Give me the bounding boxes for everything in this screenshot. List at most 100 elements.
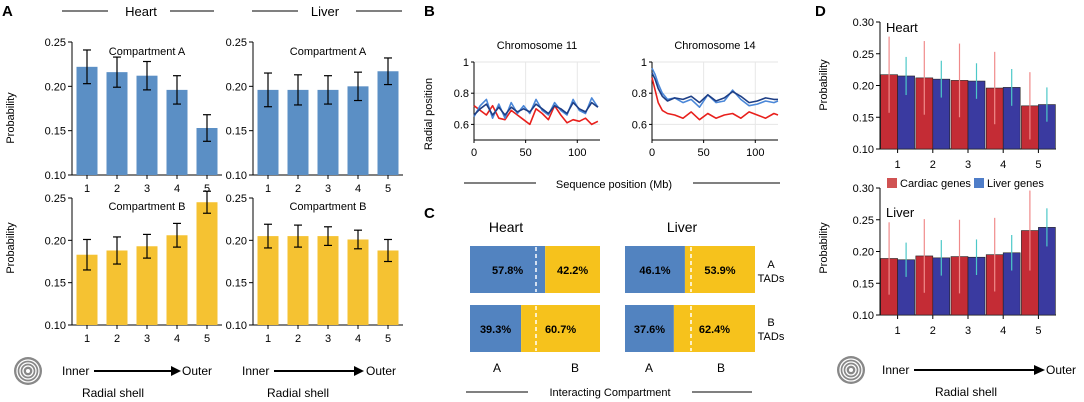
x-tick-label: 1 bbox=[265, 183, 271, 195]
heart-header: Heart bbox=[125, 4, 157, 19]
y-tick-label: 0.15 bbox=[226, 278, 247, 290]
d-xlabel: Radial shell bbox=[935, 385, 997, 399]
stack-segment-a bbox=[625, 305, 674, 352]
bar bbox=[377, 71, 399, 175]
bar bbox=[377, 250, 399, 325]
y-tick-label: 0.15 bbox=[226, 126, 247, 138]
x-tick-label: 2 bbox=[114, 333, 120, 345]
y-tick-label: 0.10 bbox=[45, 170, 66, 182]
y-tick-label: 0.25 bbox=[45, 37, 66, 49]
y-tick-label: 0.8 bbox=[632, 88, 647, 100]
c-row-label-b: B bbox=[767, 317, 774, 329]
bar bbox=[257, 236, 279, 325]
legend-liver-label: Liver genes bbox=[987, 178, 1044, 190]
c-col-label: B bbox=[571, 361, 579, 375]
x-tick-label: 5 bbox=[1035, 325, 1041, 337]
y-tick-label: 1 bbox=[463, 57, 469, 69]
x-tick-label: 5 bbox=[385, 333, 391, 345]
percent-label: 37.6% bbox=[634, 324, 665, 336]
percent-label: 46.1% bbox=[639, 265, 670, 277]
b-xlabel: Sequence position (Mb) bbox=[556, 179, 672, 191]
y-tick-label: 0.20 bbox=[45, 81, 66, 93]
chart-title: Chromosome 14 bbox=[674, 40, 755, 52]
x-tick-label: 3 bbox=[144, 183, 150, 195]
panel-label-b: B bbox=[424, 3, 435, 20]
chart-title: Chromosome 11 bbox=[497, 40, 578, 52]
a-ylabel-top: Probability bbox=[5, 92, 17, 144]
panel-label-d: D bbox=[815, 3, 826, 20]
a-xlabel-liver: Radial shell bbox=[267, 386, 329, 400]
x-tick-label: 2 bbox=[295, 183, 301, 195]
y-tick-label: 0.10 bbox=[853, 310, 874, 322]
y-tick-label: 0.20 bbox=[853, 81, 874, 93]
y-tick-label: 0.20 bbox=[853, 247, 874, 259]
x-tick-label: 4 bbox=[174, 183, 180, 195]
bar bbox=[287, 89, 309, 175]
series-line-navy bbox=[651, 72, 778, 104]
stack-segment-b bbox=[521, 305, 600, 352]
x-tick-label: 1 bbox=[265, 333, 271, 345]
y-tick-label: 1 bbox=[641, 57, 647, 69]
d-inner-label: Inner bbox=[882, 363, 909, 377]
y-tick-label: 0.25 bbox=[226, 37, 247, 49]
c-heart-header: Heart bbox=[489, 219, 523, 235]
x-tick-label: 3 bbox=[325, 183, 331, 195]
d-ylabel-bottom: Probability bbox=[818, 222, 830, 274]
y-tick-label: 0.10 bbox=[226, 320, 247, 332]
bar bbox=[287, 236, 309, 325]
a-inner-label: Inner bbox=[242, 364, 269, 378]
bar bbox=[317, 89, 339, 175]
a-outer-label-heart: Outer bbox=[182, 364, 212, 378]
y-tick-label: 0.10 bbox=[226, 170, 247, 182]
x-tick-label: 4 bbox=[174, 333, 180, 345]
y-tick-label: 0.25 bbox=[853, 215, 874, 227]
d-ylabel-top: Probability bbox=[818, 59, 830, 111]
x-tick-label: 3 bbox=[144, 333, 150, 345]
y-tick-label: 0.10 bbox=[853, 144, 874, 156]
percent-label: 39.3% bbox=[480, 324, 511, 336]
x-tick-label: 1 bbox=[84, 333, 90, 345]
a-inner-label: Inner bbox=[62, 364, 89, 378]
x-tick-label: 4 bbox=[355, 333, 361, 345]
stack-segment-b bbox=[673, 305, 755, 352]
percent-label: 62.4% bbox=[699, 324, 730, 336]
series-line-navy bbox=[473, 101, 599, 116]
y-tick-label: 0.20 bbox=[226, 235, 247, 247]
arrow-right-icon bbox=[171, 366, 181, 376]
stack-segment-a bbox=[625, 246, 685, 293]
y-tick-label: 0.10 bbox=[45, 320, 66, 332]
stack-segment-a bbox=[470, 246, 546, 293]
arrow-right-icon bbox=[1034, 365, 1045, 375]
a-outer-label-liver: Outer bbox=[366, 364, 396, 378]
b-ylabel: Radial position bbox=[423, 78, 435, 150]
percent-label: 60.7% bbox=[545, 324, 576, 336]
c-row-label-a-tads: TADs bbox=[758, 273, 785, 285]
c-xlabel: Interacting Compartment bbox=[549, 387, 670, 399]
chart-title: Compartment A bbox=[109, 46, 186, 58]
y-tick-label: 0.30 bbox=[853, 17, 874, 29]
legend-cardiac-label: Cardiac genes bbox=[900, 178, 971, 190]
y-tick-label: 0.15 bbox=[45, 278, 66, 290]
x-tick-label: 5 bbox=[385, 183, 391, 195]
x-tick-label: 0 bbox=[649, 147, 655, 159]
percent-label: 42.2% bbox=[557, 265, 588, 277]
percent-label: 53.9% bbox=[704, 265, 735, 277]
bar bbox=[196, 202, 218, 325]
legend-liver-swatch bbox=[974, 178, 984, 188]
x-tick-label: 5 bbox=[204, 183, 210, 195]
bar bbox=[166, 235, 188, 325]
arrow-right-icon bbox=[354, 366, 364, 376]
x-tick-label: 4 bbox=[1000, 159, 1006, 171]
chart-title: Heart bbox=[886, 20, 918, 35]
c-liver-header: Liver bbox=[667, 219, 698, 235]
bar bbox=[106, 250, 128, 325]
y-tick-label: 0.6 bbox=[632, 119, 647, 131]
a-ylabel-bottom: Probability bbox=[5, 222, 17, 274]
stack-segment-b bbox=[684, 246, 755, 293]
percent-label: 57.8% bbox=[492, 265, 523, 277]
legend: Cardiac genes Liver genes bbox=[887, 178, 1044, 190]
x-tick-label: 5 bbox=[204, 333, 210, 345]
x-tick-label: 1 bbox=[84, 183, 90, 195]
panel-label-a: A bbox=[2, 3, 13, 20]
